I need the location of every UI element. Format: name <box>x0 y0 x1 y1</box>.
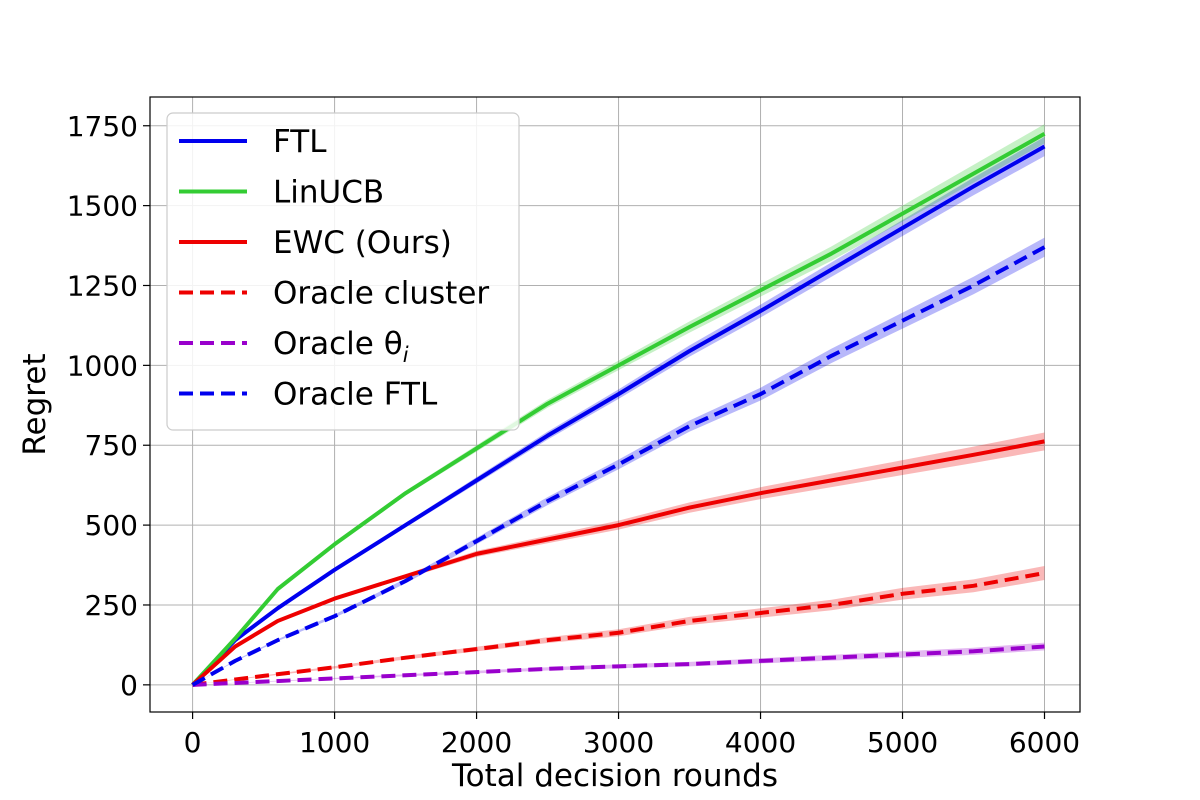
legend-box <box>166 112 520 431</box>
legend-label-subscript: i <box>403 343 409 367</box>
legend-label-text: EWC (Ours) <box>273 225 452 261</box>
legend-label: EWC (Ours) <box>273 225 452 261</box>
band-oracle-ftl <box>192 237 1045 685</box>
legend-label: Oracle cluster <box>273 276 489 312</box>
x-tick-label: 3000 <box>583 726 654 759</box>
legend-label: Oracle FTL <box>273 377 438 413</box>
legend-label: Oracle θi <box>273 326 409 367</box>
legend-label-text: Oracle FTL <box>273 377 438 413</box>
x-tick-label: 6000 <box>1009 726 1080 759</box>
band-ftl <box>192 136 1045 685</box>
y-tick-label: 1500 <box>67 190 138 223</box>
y-axis-ticks: 0 250 500 750 1000 1250 1500 1750 <box>67 110 150 702</box>
y-axis-label: Regret <box>17 353 53 455</box>
y-tick-label: 500 <box>85 509 138 542</box>
series-line-ftl <box>191 144 1046 687</box>
legend-label-text: Oracle cluster <box>273 276 489 312</box>
x-tick-label: 5000 <box>867 726 938 759</box>
x-tick-label: 2000 <box>441 726 512 759</box>
legend-label-text: LinUCB <box>273 175 384 211</box>
series-line-oracle-i <box>192 644 1045 687</box>
x-axis-ticks: 0 1000 2000 3000 4000 5000 6000 <box>184 712 1080 759</box>
y-tick-label: 1000 <box>67 349 138 382</box>
legend-label-text: FTL <box>273 124 327 160</box>
legend-label-text: Oracle θ <box>273 326 403 362</box>
legend-label: FTL <box>273 124 327 160</box>
x-tick-label: 0 <box>184 726 202 759</box>
series-lines <box>191 131 1046 687</box>
y-tick-label: 1750 <box>67 110 138 143</box>
series-line-oracle-cluster <box>192 571 1045 687</box>
y-tick-label: 250 <box>85 589 138 622</box>
legend: FTL LinUCB EWC (Ours) Oracle cluster Oracle … <box>166 112 520 431</box>
legend-label: LinUCB <box>273 175 384 211</box>
x-axis-label: Total decision rounds <box>451 758 778 794</box>
y-tick-label: 1250 <box>67 269 138 302</box>
y-tick-label: 750 <box>85 429 138 462</box>
series-line-linucb <box>191 131 1046 687</box>
y-tick-label: 0 <box>120 669 138 702</box>
x-tick-label: 1000 <box>299 726 370 759</box>
x-tick-label: 4000 <box>725 726 796 759</box>
plot-frame <box>149 96 1081 713</box>
series-line-ewc-ours <box>191 439 1045 687</box>
series-line-oracle-ftl <box>191 245 1046 687</box>
